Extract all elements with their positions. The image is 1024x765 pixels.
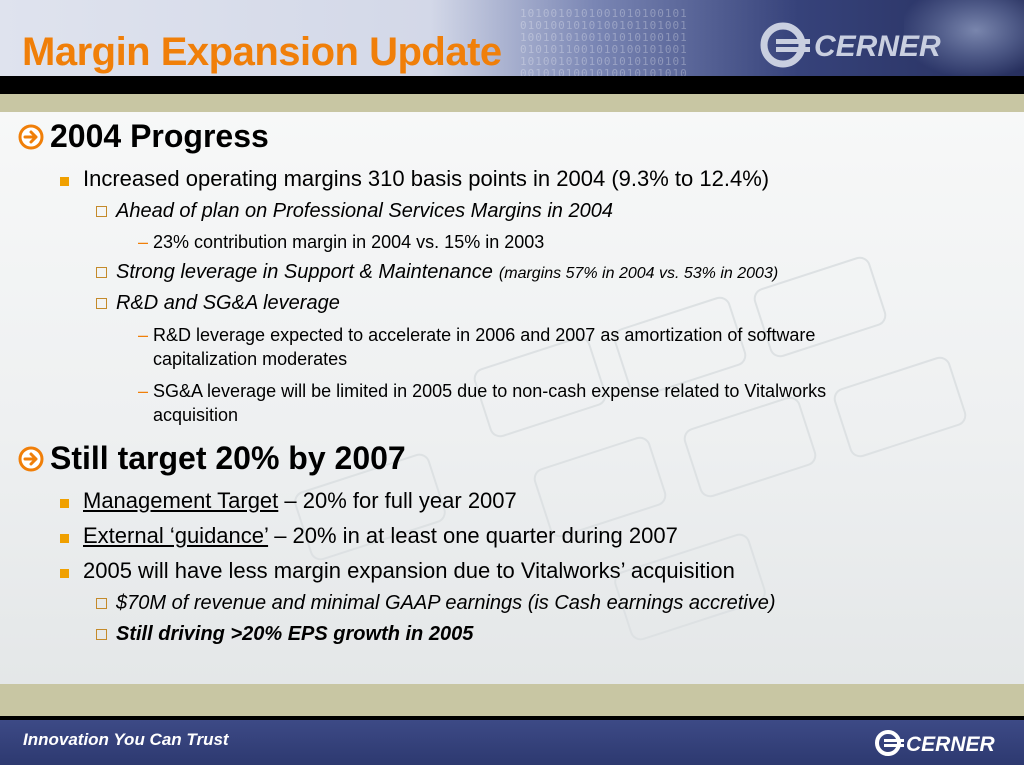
section-heading: 2004 Progress <box>18 118 269 155</box>
binary-pattern-decoration: 1010010101001010100101 01010010101001011… <box>520 7 688 77</box>
bullet-label: Management Target <box>83 488 279 513</box>
keyboard-background-decoration <box>294 256 967 641</box>
sub-bullet-text: Strong leverage in Support & Maintenance <box>116 261 493 283</box>
slide-header: 1010010101001010100101 01010010101001011… <box>0 0 1024 76</box>
hollow-square-bullet-icon <box>96 298 107 309</box>
sub-bullet-text: $70M of revenue and minimal GAAP earning… <box>116 592 776 614</box>
dash-item-text: 23% contribution margin in 2004 vs. 15% … <box>153 232 545 252</box>
header-divider <box>0 76 1024 94</box>
dash-item-text: R&D leverage expected to accelerate in 2… <box>153 325 816 369</box>
bullet-text: Increased operating margins 310 basis po… <box>83 166 770 191</box>
bullet-text: 2005 will have less margin expansion due… <box>83 558 735 583</box>
person-photo-decoration <box>904 0 1024 76</box>
dash-bullet-icon: – <box>138 381 149 401</box>
dash-item-text: SG&A leverage will be limited in 2005 du… <box>153 381 827 425</box>
square-bullet-icon <box>60 569 69 578</box>
sub-bullet-item: Still driving >20% EPS growth in 2005 <box>96 623 473 646</box>
hollow-square-bullet-icon <box>96 267 107 278</box>
bullet-item: 2005 will have less margin expansion due… <box>60 558 735 584</box>
dash-bullet-icon: – <box>138 325 149 345</box>
hollow-square-bullet-icon <box>96 598 107 609</box>
dash-item: – 23% contribution margin in 2004 vs. 15… <box>138 230 544 254</box>
bullet-item: External ‘guidance’ – 20% in at least on… <box>60 523 678 549</box>
hollow-square-bullet-icon <box>96 629 107 640</box>
bullet-text: – 20% in at least one quarter during 200… <box>268 523 678 548</box>
bullet-item: Management Target – 20% for full year 20… <box>60 488 517 514</box>
square-bullet-icon <box>60 499 69 508</box>
sub-bullet-text: Ahead of plan on Professional Services M… <box>116 200 613 222</box>
cerner-logo: CERNER <box>760 22 941 68</box>
sub-bullet-text: R&D and SG&A leverage <box>116 292 340 314</box>
footer-divider <box>0 716 1024 720</box>
square-bullet-icon <box>60 534 69 543</box>
header-olive-band <box>0 94 1024 112</box>
section-heading: Still target 20% by 2007 <box>18 440 406 477</box>
dash-item: – SG&A leverage will be limited in 2005 … <box>138 379 913 427</box>
logo-wordmark: CERNER <box>814 30 941 63</box>
square-bullet-icon <box>60 177 69 186</box>
sub-bullet-note: (margins 57% in 2004 vs. 53% in 2003) <box>498 265 779 282</box>
section-heading-text: 2004 Progress <box>50 118 269 154</box>
bullet-item: Increased operating margins 310 basis po… <box>60 166 769 192</box>
slide-footer: Innovation You Can Trust CERNER <box>0 720 1024 765</box>
orange-arrow-bullet-icon <box>18 446 44 471</box>
sub-bullet-item: $70M of revenue and minimal GAAP earning… <box>96 592 776 615</box>
dash-item: – R&D leverage expected to accelerate in… <box>138 323 913 371</box>
section-heading-text: Still target 20% by 2007 <box>50 440 406 476</box>
cerner-footer-logo: CERNER <box>875 730 996 756</box>
sub-bullet-item: Ahead of plan on Professional Services M… <box>96 200 613 223</box>
sub-bullet-item: Strong leverage in Support & Maintenance… <box>96 261 778 284</box>
footer-logo-wordmark: CERNER <box>906 733 996 756</box>
dash-bullet-icon: – <box>138 232 149 252</box>
hollow-square-bullet-icon <box>96 206 107 217</box>
orange-arrow-bullet-icon <box>18 124 44 149</box>
slide-body: 2004 Progress Increased operating margin… <box>0 112 1024 684</box>
footer-tagline: Innovation You Can Trust <box>23 730 229 749</box>
bullet-text: – 20% for full year 2007 <box>278 488 517 513</box>
footer-olive-band <box>0 684 1024 716</box>
bullet-label: External ‘guidance’ <box>83 523 269 548</box>
sub-bullet-text: Still driving >20% EPS growth in 2005 <box>116 623 474 645</box>
sub-bullet-item: R&D and SG&A leverage <box>96 292 340 315</box>
slide-title: Margin Expansion Update <box>22 30 502 74</box>
